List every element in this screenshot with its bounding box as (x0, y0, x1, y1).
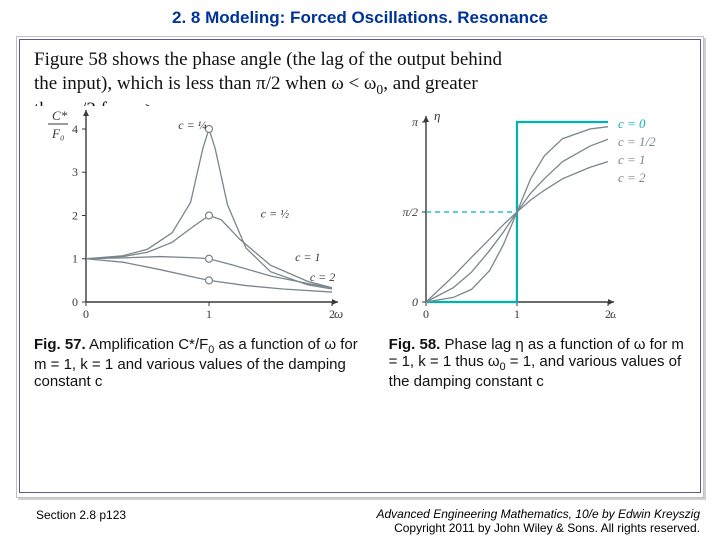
svg-text:η: η (434, 108, 440, 123)
caption-57: Fig. 57. Amplification C*/F0 as a functi… (34, 336, 363, 390)
svg-text:ω: ω (334, 306, 343, 321)
slide-header: 2. 8 Modeling: Forced Oscillations. Reso… (0, 0, 720, 32)
svg-text:π/2: π/2 (403, 205, 418, 219)
body-line1: Figure 58 shows the phase angle (the lag… (34, 49, 502, 70)
svg-text:c = 1: c = 1 (295, 249, 320, 263)
svg-text:C*: C* (52, 108, 68, 123)
svg-text:c = ½: c = ½ (261, 206, 289, 220)
chart58-legend: c = 0 c = 1/2 c = 1 c = 2 (616, 106, 686, 328)
footer-right-1: Advanced Engineering Mathematics, 10/e b… (376, 507, 700, 521)
svg-text:0: 0 (412, 295, 418, 309)
caption-58-bold: Fig. 58. (389, 336, 441, 353)
svg-text:3: 3 (72, 165, 78, 179)
svg-text:c = 0: c = 0 (618, 116, 646, 131)
charts-row: C*F₀01234012ωc = ¼c = ½c = 1c = 2 η0π/2π… (34, 106, 686, 328)
svg-text:c = 1: c = 1 (618, 152, 646, 167)
svg-text:1: 1 (514, 307, 520, 321)
svg-text:1: 1 (72, 251, 78, 265)
svg-text:F₀: F₀ (51, 126, 64, 141)
footer-left: Section 2.8 p123 (36, 508, 126, 522)
content-frame-outer: Figure 58 shows the phase angle (the lag… (16, 36, 704, 498)
content-frame-inner: Figure 58 shows the phase angle (the lag… (19, 39, 701, 493)
svg-text:c = ¼: c = ¼ (178, 118, 206, 132)
body-line2a: the input), which is less than π/2 when … (34, 73, 376, 94)
svg-text:c = 2: c = 2 (618, 170, 646, 185)
caption-57-bold: Fig. 57. (34, 336, 86, 353)
svg-text:0: 0 (423, 307, 429, 321)
svg-text:0: 0 (83, 307, 89, 321)
figure-57-chart: C*F₀01234012ωc = ¼c = ½c = 1c = 2 (34, 106, 344, 328)
svg-text:π: π (412, 115, 419, 129)
svg-text:c = 1/2: c = 1/2 (618, 134, 656, 149)
footer-right-2: Copyright 2011 by John Wiley & Sons. All… (394, 521, 700, 535)
svg-text:0: 0 (72, 295, 78, 309)
svg-text:2: 2 (72, 208, 78, 222)
header-title: 2. 8 Modeling: Forced Oscillations. Reso… (172, 8, 548, 27)
caption-58: Fig. 58. Phase lag η as a function of ω … (383, 336, 686, 390)
figure-58-chart: η0π/2π012ω c = 0c = 1/2c = 1c = 2 (386, 106, 686, 328)
body-line2b: , and greater (383, 73, 477, 94)
svg-text:c = 2: c = 2 (310, 269, 335, 283)
slide-footer: Section 2.8 p123 Advanced Engineering Ma… (36, 508, 700, 536)
captions-row: Fig. 57. Amplification C*/F0 as a functi… (34, 336, 686, 390)
svg-text:4: 4 (72, 122, 78, 136)
svg-text:1: 1 (206, 307, 212, 321)
chart57-svg: C*F₀01234012ωc = ¼c = ½c = 1c = 2 (34, 106, 344, 328)
chart58-svg: η0π/2π012ω (386, 106, 616, 328)
caption-57-a: Amplification C*/F (86, 336, 209, 353)
footer-right: Advanced Engineering Mathematics, 10/e b… (376, 508, 700, 536)
